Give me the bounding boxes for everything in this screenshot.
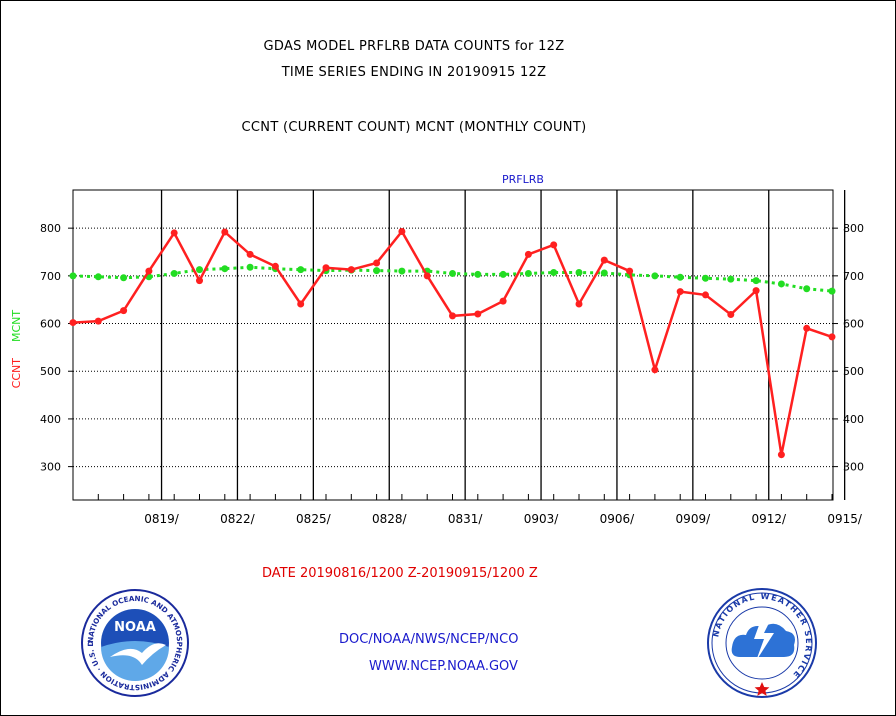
y-tick-label-left: 800 (40, 222, 61, 235)
x-tick-label: 0822/ (220, 512, 256, 526)
series-ccnt-point (94, 317, 102, 325)
series-ccnt-point (398, 227, 406, 235)
y-tick-label-right: 800 (843, 222, 864, 235)
y-axis-label-ccnt: CCNT (10, 358, 23, 389)
y-tick-label-right: 400 (843, 413, 864, 426)
y-tick-label-left: 300 (40, 461, 61, 474)
series-mcnt-point (398, 267, 406, 275)
noaa-logo: NATIONAL OCEANIC AND ATMOSPHERIC ADMINIS… (80, 587, 189, 697)
series-mcnt-point (550, 269, 558, 277)
series-ccnt-point (550, 241, 558, 249)
series-mcnt-point (727, 275, 735, 283)
x-tick-label: 0828/ (372, 512, 408, 526)
series-mcnt-point (373, 267, 381, 275)
series-ccnt-point (702, 291, 709, 299)
series-mcnt-point (702, 274, 709, 282)
plot-area: 300 300 400 400 500 500 600 600 700 700 800 800 0819… (10, 173, 864, 526)
y-tick-label-right: 600 (843, 318, 864, 331)
series-mcnt-point (524, 269, 532, 277)
x-tick-label: 0831/ (448, 512, 484, 526)
series-mcnt-point (297, 266, 305, 274)
x-tick-label: 0825/ (296, 512, 332, 526)
series-ccnt-point (221, 228, 229, 236)
date-range-label: DATE 20190816/1200 Z-20190915/1200 Z (262, 566, 538, 581)
series-ccnt-point (752, 287, 760, 295)
series-mcnt-point (196, 266, 203, 274)
series-ccnt-point (626, 267, 634, 275)
series-mcnt-point (221, 265, 229, 273)
series-ccnt-point (145, 267, 153, 275)
x-tick-label: 0906/ (600, 512, 636, 526)
series-ccnt-point (271, 262, 279, 270)
series-ccnt-point (777, 451, 785, 459)
series-mcnt-point (69, 272, 77, 280)
y-tick-label-right: 700 (843, 270, 864, 283)
y-tick-label-left: 600 (40, 318, 61, 331)
series-ccnt-point (474, 310, 482, 318)
series-ccnt-point (69, 319, 77, 327)
series-ccnt-line (72, 229, 833, 455)
series-ccnt-point (575, 300, 583, 308)
plot-border (72, 189, 834, 501)
y-tick-label-left: 400 (40, 413, 61, 426)
series-mcnt-point (676, 273, 684, 281)
series-ccnt-point (423, 272, 431, 280)
series-mcnt-point (752, 277, 760, 285)
x-tick-label: 0915/ (827, 512, 863, 526)
series-ccnt-point (120, 307, 128, 315)
y-axis-label-mcnt: MCNT (10, 310, 23, 342)
chart-title-line2: TIME SERIES ENDING IN 20190915 12Z (281, 65, 547, 80)
x-tick-label: 0912/ (751, 512, 787, 526)
chart-title: GDAS MODEL PRFLRB DATA COUNTS for 12Z (263, 39, 565, 54)
series-ccnt-point (170, 229, 178, 237)
noaa-logo-text: NOAA (114, 620, 156, 635)
series-ccnt-point (347, 266, 355, 274)
x-tick-label: 0819/ (144, 512, 180, 526)
x-tick-label: 0903/ (524, 512, 560, 526)
series-ccnt-point (373, 259, 381, 267)
y-tick-label-left: 500 (40, 365, 61, 378)
y-tick-label-right: 300 (843, 461, 864, 474)
y-tick-label-left: 700 (40, 270, 61, 283)
series-mcnt-point (828, 287, 836, 295)
series-mcnt-point (449, 269, 456, 277)
plot-title: PRFLRB (502, 173, 544, 186)
series-mcnt-point (803, 285, 811, 293)
series-ccnt-point (651, 366, 659, 374)
series-ccnt-point (196, 277, 203, 285)
chart-subtitle: CCNT (CURRENT COUNT) MCNT (MONTHLY COUNT… (241, 120, 587, 135)
series-ccnt-point (322, 264, 330, 272)
x-tick-label: 0909/ (676, 512, 712, 526)
series-mcnt-point (575, 269, 583, 277)
series-mcnt-point (474, 270, 482, 278)
series-mcnt-point (94, 273, 102, 281)
series-ccnt-point (297, 300, 305, 308)
series-mcnt-point (120, 274, 128, 282)
series-ccnt-point (449, 312, 456, 320)
series-mcnt-point (246, 263, 254, 271)
series-ccnt-point (499, 297, 507, 305)
series-ccnt-point (676, 288, 684, 296)
series-mcnt-point (600, 269, 608, 277)
series-mcnt-point (651, 272, 659, 280)
series-ccnt-point (727, 310, 735, 318)
website-text: WWW.NCEP.NOAA.GOV (369, 659, 518, 674)
series-ccnt-point (600, 256, 608, 264)
series-ccnt-point (524, 250, 532, 258)
series-ccnt-point (828, 333, 836, 341)
series-mcnt-point (777, 280, 785, 288)
nws-logo: NATIONAL WEATHER SERVICE (707, 588, 817, 698)
org-path-text: DOC/NOAA/NWS/NCEP/NCO (339, 632, 519, 647)
series-mcnt-point (170, 269, 178, 277)
series-mcnt-point (499, 270, 507, 278)
star-icon (754, 682, 770, 696)
y-tick-label-right: 500 (843, 365, 864, 378)
series-ccnt-point (803, 324, 811, 332)
series-ccnt-point (246, 250, 254, 258)
